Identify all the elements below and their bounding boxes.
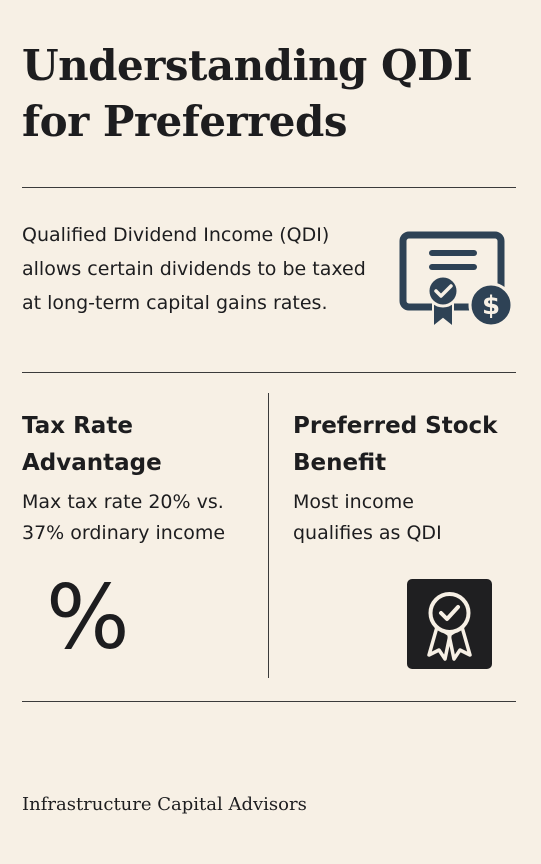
tax-rate-heading-line2: Advantage xyxy=(22,450,162,476)
preferred-stock-heading-line2: Benefit xyxy=(293,450,387,476)
award-ribbon-icon xyxy=(407,579,492,669)
percent-icon: % xyxy=(46,566,130,669)
divider-top xyxy=(22,187,516,188)
column-divider xyxy=(268,393,269,678)
preferred-stock-heading: Preferred Stock Benefit xyxy=(293,408,497,482)
tax-rate-heading: Tax Rate Advantage xyxy=(22,408,162,482)
tax-rate-text-line1: Max tax rate 20% vs. xyxy=(22,491,224,513)
preferred-stock-heading-line1: Preferred Stock xyxy=(293,413,498,439)
company-name: Infrastructure Capital Advisors xyxy=(22,794,307,815)
intro-text: Qualified Dividend Income (QDI) allows c… xyxy=(22,224,366,314)
certificate-dollar-icon: $ xyxy=(399,231,514,330)
page-title: Understanding QDI for Preferreds xyxy=(22,41,473,146)
preferred-stock-text: Most income qualifies as QDI xyxy=(293,487,442,549)
preferred-stock-text-line1: Most income xyxy=(293,491,414,513)
svg-text:$: $ xyxy=(482,291,500,321)
tax-rate-text-line2: 37% ordinary income xyxy=(22,522,226,544)
tax-rate-text: Max tax rate 20% vs. 37% ordinary income xyxy=(22,487,225,549)
divider-bottom xyxy=(22,701,516,702)
preferred-stock-text-line2: qualifies as QDI xyxy=(293,522,442,544)
divider-middle xyxy=(22,372,516,373)
tax-rate-heading-line1: Tax Rate xyxy=(22,413,133,439)
